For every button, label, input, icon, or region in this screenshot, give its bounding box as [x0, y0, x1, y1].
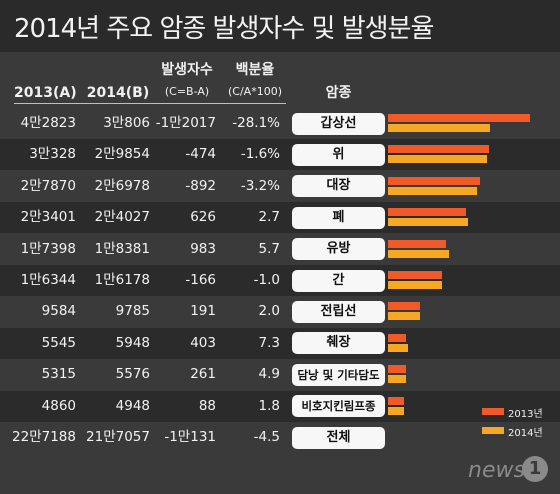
header-pct-top: 백분율	[235, 62, 275, 78]
cell-2014: 3만806	[103, 115, 150, 131]
header-diff-top: 발생자수	[161, 62, 213, 78]
cell-pct: -1.0	[253, 272, 280, 288]
bar-2014	[388, 249, 449, 258]
bar-2013	[388, 114, 530, 122]
header-divider	[14, 103, 286, 104]
cell-diff: 403	[190, 334, 216, 351]
cell-diff: -1만131	[164, 429, 216, 445]
cell-diff: -1만2017	[155, 115, 216, 131]
cell-diff: -474	[185, 146, 216, 163]
bar-2014	[388, 375, 407, 384]
bar-2014	[388, 406, 405, 415]
cell-diff: -892	[185, 177, 216, 194]
cancer-type-label: 유방	[292, 238, 385, 261]
cell-2014: 2만6978	[94, 177, 150, 194]
cell-pct: 5.7	[258, 240, 280, 257]
legend-label-2014: 2014년	[508, 428, 543, 439]
cancer-type-label: 췌장	[292, 332, 385, 355]
cell-diff: 626	[190, 209, 216, 226]
cancer-type-label: 전체	[292, 426, 385, 449]
cell-2014: 2만4027	[94, 209, 150, 226]
cell-2013: 2만7870	[20, 177, 76, 194]
cell-2013: 1만7398	[20, 240, 76, 257]
cell-pct: 4.9	[258, 366, 280, 383]
legend-swatch-2014	[482, 427, 504, 434]
legend-label-2013: 2013년	[508, 409, 543, 420]
bar-2014	[388, 312, 421, 321]
cell-2014: 1만6178	[94, 272, 150, 288]
legend-swatch-2013	[482, 408, 504, 415]
cell-2014: 21만7057	[86, 429, 150, 445]
bar-2013	[388, 176, 481, 185]
bar-2014	[388, 155, 487, 164]
cell-pct: 2.7	[258, 209, 280, 226]
bar-2013	[388, 302, 420, 311]
cell-2013: 2만3401	[20, 209, 76, 226]
bar-2014	[388, 281, 442, 289]
cell-2013: 5315	[41, 366, 76, 383]
bar-2014	[388, 343, 408, 352]
header-diff-bottom: (C=B-A)	[164, 85, 210, 98]
cell-pct: -3.2%	[240, 177, 280, 194]
news1-logo-text: news	[468, 458, 525, 483]
cell-2014: 9785	[115, 303, 150, 320]
bar-2013	[388, 271, 443, 279]
cell-pct: 1.8	[258, 397, 280, 414]
row-band	[0, 202, 560, 234]
cell-diff: 88	[198, 397, 216, 414]
cell-2014: 4948	[115, 397, 150, 414]
cell-2014: 5948	[115, 334, 150, 351]
cancer-type-label: 갑상선	[292, 112, 385, 135]
bar-2013	[388, 396, 405, 405]
cell-2014: 5576	[115, 366, 150, 383]
cell-pct: -4.5	[253, 429, 280, 445]
cancer-type-label: 폐	[292, 206, 385, 229]
chart-title: 2014년 주요 암종 발생자수 및 발생분율	[14, 14, 434, 44]
row-band	[0, 139, 560, 171]
bar-2013	[388, 208, 466, 217]
cell-2013: 1만6344	[20, 272, 76, 288]
header-2013: 2013(A)	[14, 85, 77, 101]
title-bar	[0, 0, 560, 52]
bar-2013	[388, 365, 406, 374]
row-band	[0, 265, 560, 296]
bar-2014	[388, 218, 468, 227]
row-band	[0, 390, 560, 422]
header-pct-bottom: (C/A*100)	[228, 85, 282, 98]
bar-2014	[388, 124, 491, 132]
bar-2014	[388, 186, 478, 195]
bar-2013	[388, 145, 489, 154]
bar-2013	[388, 333, 407, 342]
cell-2014: 2만9854	[94, 146, 150, 163]
cell-2013: 4만2823	[20, 115, 76, 131]
cell-pct: 7.3	[258, 334, 280, 351]
cancer-type-label: 위	[292, 143, 385, 166]
cell-2013: 3만328	[29, 146, 76, 163]
cancer-type-label: 담낭 및 기타담도	[292, 363, 385, 386]
cancer-type-label: 간	[292, 269, 385, 292]
header-cancer-type: 암종	[325, 85, 352, 101]
cell-2013: 4860	[41, 397, 76, 414]
cell-2013: 22만7188	[12, 429, 76, 445]
cancer-type-label: 전립선	[292, 300, 385, 323]
header-2014: 2014(B)	[86, 85, 150, 101]
bar-2013	[388, 239, 446, 248]
cell-pct: 2.0	[258, 303, 280, 320]
cell-diff: 261	[190, 366, 216, 383]
row-band	[0, 327, 560, 359]
cell-pct: -28.1%	[232, 115, 280, 131]
cancer-type-label: 비호지킨림프종	[292, 395, 385, 418]
cancer-type-label: 대장	[292, 175, 385, 198]
cell-2013: 5545	[41, 334, 76, 351]
cell-diff: -166	[185, 272, 216, 288]
cell-diff: 191	[190, 303, 216, 320]
news1-logo-mark: 1	[522, 456, 548, 482]
cell-pct: -1.6%	[240, 146, 280, 163]
cell-2013: 9584	[41, 303, 76, 320]
cell-2014: 1만8381	[94, 240, 150, 257]
cell-diff: 983	[190, 240, 216, 257]
